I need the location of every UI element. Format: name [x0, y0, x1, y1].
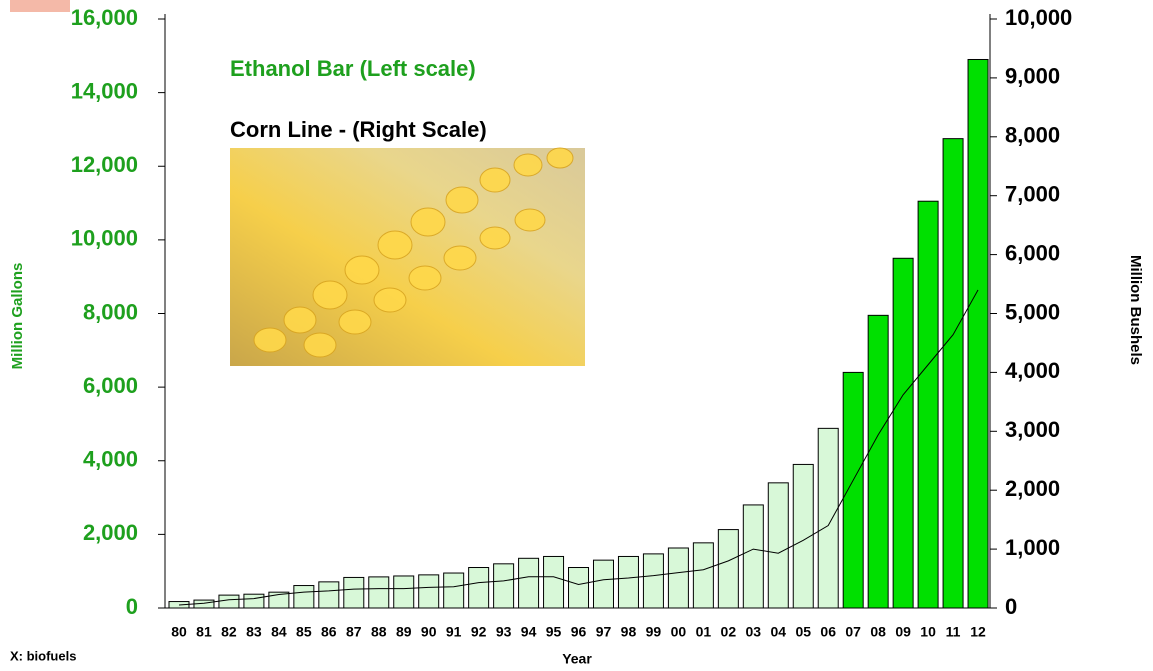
x-axis-label: Year: [562, 651, 592, 667]
bar: [742, 504, 764, 609]
x-tick-label: 80: [171, 624, 187, 640]
x-tick-label: 12: [970, 624, 986, 640]
bar: [293, 585, 315, 609]
x-tick-label: 99: [646, 624, 662, 640]
y-tick-label: 2,000: [83, 520, 138, 545]
bar: [468, 567, 490, 609]
x-tick-label: 83: [246, 624, 262, 640]
bar: [343, 576, 365, 609]
x-tick-label: 88: [371, 624, 387, 640]
x-tick-label: 01: [696, 624, 712, 640]
x-tick-label: 98: [621, 624, 637, 640]
x-tick-label: 92: [471, 624, 487, 640]
x-tick-label: 06: [820, 624, 836, 640]
bar: [767, 482, 789, 609]
x-tick-label: 94: [521, 624, 537, 640]
y2-axis-label: Million Bushels: [1127, 255, 1144, 365]
bar: [318, 581, 340, 609]
bar: [268, 591, 290, 609]
y2-tick-label: 0: [1005, 594, 1017, 619]
footnote: X: biofuels: [10, 648, 76, 663]
bar: [617, 555, 639, 609]
x-tick-label: 82: [221, 624, 237, 640]
x-tick-label: 89: [396, 624, 412, 640]
y2-tick-label: 1,000: [1005, 535, 1060, 560]
bar: [243, 593, 265, 609]
bar: [543, 555, 565, 609]
x-tick-label: 91: [446, 624, 462, 640]
bar: [817, 427, 839, 609]
bar: [218, 594, 240, 609]
y2-tick-label: 4,000: [1005, 358, 1060, 383]
x-tick-label: 11: [946, 624, 961, 640]
y-tick-label: 14,000: [71, 78, 138, 103]
y2-tick-label: 8,000: [1005, 123, 1060, 148]
x-tick-label: 86: [321, 624, 337, 640]
bar: [867, 314, 889, 609]
bar: [792, 463, 814, 609]
x-tick-label: 05: [795, 624, 811, 640]
bar: [942, 138, 964, 609]
y2-tick-label: 2,000: [1005, 476, 1060, 501]
y-tick-label: 0: [126, 594, 138, 619]
bar: [443, 572, 465, 609]
x-tick-label: 81: [196, 624, 212, 640]
x-tick-label: 10: [920, 624, 936, 640]
y2-tick-label: 9,000: [1005, 64, 1060, 89]
x-tick-label: 00: [671, 624, 687, 640]
y2-tick-label: 7,000: [1005, 182, 1060, 207]
y-tick-label: 4,000: [83, 447, 138, 472]
corn-photo: [230, 147, 585, 366]
bar: [592, 559, 614, 609]
bar: [917, 200, 939, 609]
chart-subtitle: Corn Line - (Right Scale): [230, 117, 487, 142]
x-tick-label: 09: [895, 624, 911, 640]
y-tick-label: 16,000: [71, 5, 138, 30]
y2-tick-label: 5,000: [1005, 299, 1060, 324]
x-tick-label: 96: [571, 624, 587, 640]
chart-title: Ethanol Bar (Left scale): [230, 56, 476, 81]
y-tick-label: 12,000: [71, 152, 138, 177]
bar: [842, 371, 864, 609]
bar: [967, 58, 989, 609]
bar: [692, 542, 714, 609]
x-tick-label: 95: [546, 624, 562, 640]
bar: [518, 557, 540, 609]
x-tick-label: 85: [296, 624, 312, 640]
x-tick-label: 03: [746, 624, 762, 640]
bar: [717, 529, 739, 609]
x-tick-label: 87: [346, 624, 362, 640]
line: [178, 289, 979, 606]
y-axis-label: Million Gallons: [9, 263, 26, 370]
y2-tick-label: 10,000: [1005, 5, 1072, 30]
x-tick-label: 84: [271, 624, 287, 640]
bar: [892, 257, 914, 609]
x-tick-label: 97: [596, 624, 612, 640]
bar: [418, 574, 440, 609]
x-tick-label: 04: [770, 624, 786, 640]
x-tick-label: 93: [496, 624, 512, 640]
y-tick-label: 6,000: [83, 373, 138, 398]
bar: [393, 575, 415, 609]
x-tick-label: 02: [721, 624, 737, 640]
y-tick-label: 8,000: [83, 299, 138, 324]
x-tick-label: 07: [845, 624, 861, 640]
bar: [642, 553, 664, 609]
y2-tick-label: 6,000: [1005, 240, 1060, 265]
bar: [493, 563, 515, 609]
badge: [10, 0, 70, 12]
bar: [667, 547, 689, 609]
x-tick-label: 08: [870, 624, 886, 640]
y2-tick-label: 3,000: [1005, 417, 1060, 442]
y-tick-label: 10,000: [71, 226, 138, 251]
bar: [368, 576, 390, 609]
x-tick-label: 90: [421, 624, 437, 640]
bar: [568, 567, 590, 609]
